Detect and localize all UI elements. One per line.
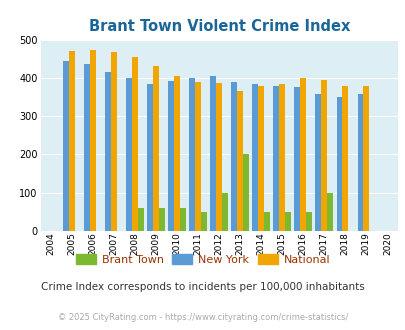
Bar bbox=[180, 208, 185, 231]
Bar bbox=[321, 80, 326, 231]
Bar bbox=[138, 208, 144, 231]
Bar bbox=[231, 82, 237, 231]
Bar bbox=[285, 212, 290, 231]
Bar bbox=[294, 87, 300, 231]
Bar bbox=[237, 91, 243, 231]
Bar bbox=[243, 154, 249, 231]
Bar bbox=[69, 51, 75, 231]
Bar bbox=[258, 86, 264, 231]
Bar bbox=[195, 82, 200, 231]
Bar bbox=[105, 72, 111, 231]
Bar bbox=[300, 78, 305, 231]
Bar bbox=[341, 85, 347, 231]
Bar bbox=[252, 84, 258, 231]
Bar bbox=[147, 83, 153, 231]
Bar bbox=[174, 76, 180, 231]
Bar bbox=[63, 61, 69, 231]
Bar bbox=[168, 81, 174, 231]
Bar bbox=[132, 57, 138, 231]
Bar bbox=[111, 52, 117, 231]
Bar bbox=[90, 50, 96, 231]
Bar bbox=[362, 85, 369, 231]
Bar bbox=[279, 84, 285, 231]
Title: Brant Town Violent Crime Index: Brant Town Violent Crime Index bbox=[88, 19, 349, 34]
Bar bbox=[189, 78, 195, 231]
Bar bbox=[315, 94, 321, 231]
Text: © 2025 CityRating.com - https://www.cityrating.com/crime-statistics/: © 2025 CityRating.com - https://www.city… bbox=[58, 313, 347, 322]
Text: Crime Index corresponds to incidents per 100,000 inhabitants: Crime Index corresponds to incidents per… bbox=[41, 282, 364, 292]
Bar bbox=[326, 193, 333, 231]
Bar bbox=[159, 208, 164, 231]
Bar bbox=[222, 193, 228, 231]
Bar bbox=[210, 76, 216, 231]
Bar bbox=[84, 64, 90, 231]
Bar bbox=[336, 97, 341, 231]
Bar bbox=[126, 78, 132, 231]
Bar bbox=[153, 66, 159, 231]
Bar bbox=[357, 94, 362, 231]
Bar bbox=[264, 212, 269, 231]
Bar bbox=[305, 212, 311, 231]
Legend: Brant Town, New York, National: Brant Town, New York, National bbox=[71, 250, 334, 269]
Bar bbox=[216, 83, 222, 231]
Bar bbox=[273, 85, 279, 231]
Bar bbox=[200, 212, 207, 231]
